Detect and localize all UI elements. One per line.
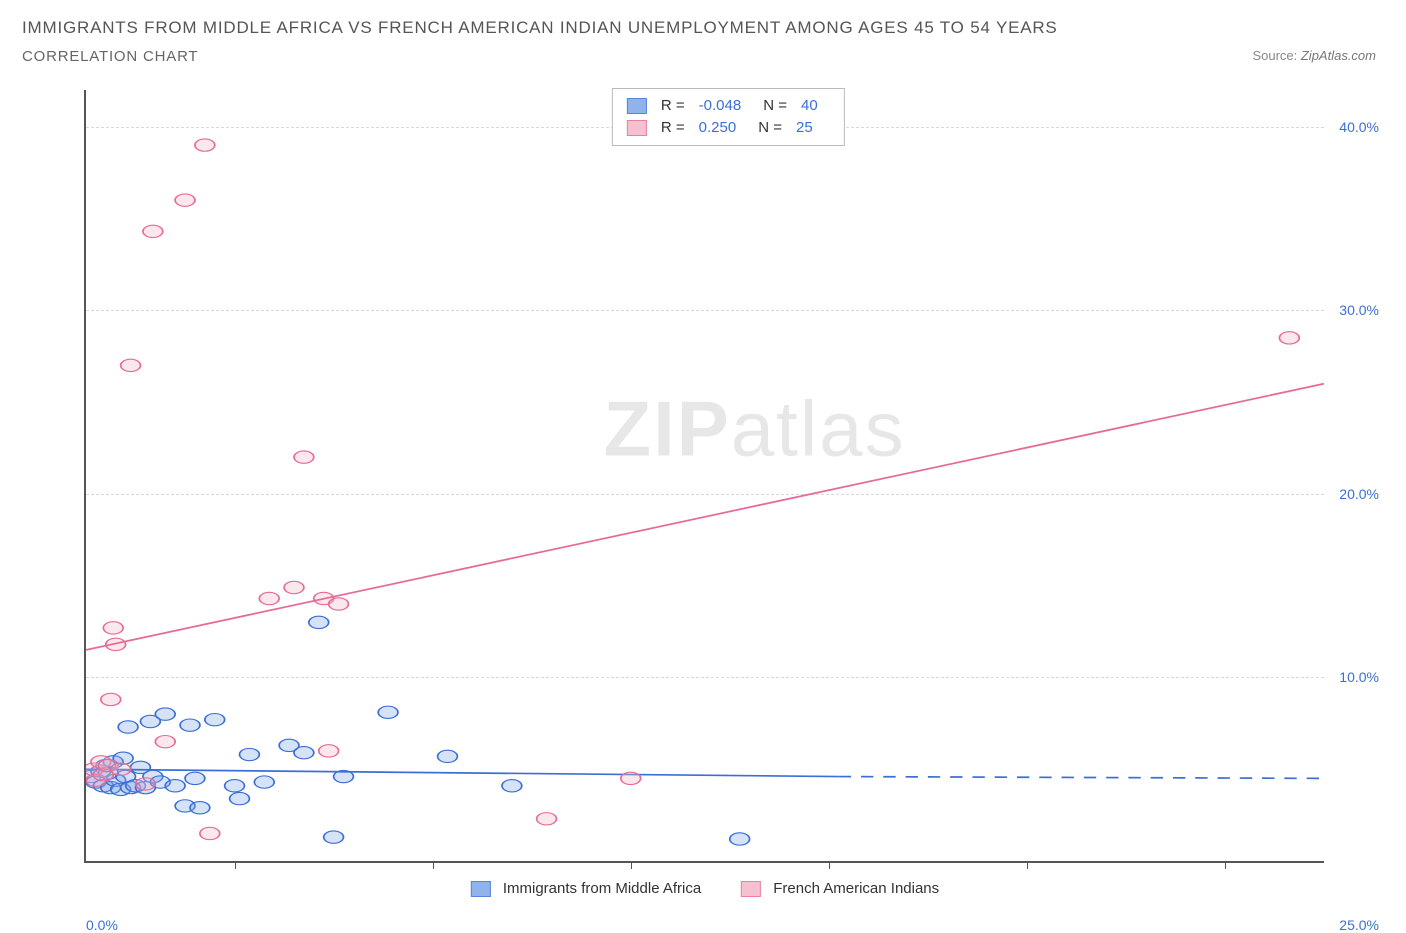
legend-r-label-1: R =	[661, 117, 685, 139]
scatter-point	[155, 708, 175, 720]
x-tick-mark	[631, 861, 632, 869]
x-tick-mark	[1027, 861, 1028, 869]
legend-n-value-0: 40	[801, 95, 818, 117]
legend-series: Immigrants from Middle Africa French Ame…	[471, 880, 939, 897]
y-tick-label: 20.0%	[1339, 486, 1379, 502]
legend-series-swatch-0	[471, 881, 491, 897]
scatter-point	[1279, 332, 1299, 344]
source-prefix: Source:	[1252, 48, 1300, 63]
legend-n-label-0: N =	[763, 95, 787, 117]
scatter-point	[103, 622, 123, 634]
scatter-point	[309, 616, 329, 628]
scatter-point	[155, 736, 175, 748]
scatter-point	[111, 763, 131, 775]
trend-line	[86, 384, 1324, 650]
scatter-point	[143, 225, 163, 237]
x-tick-mark	[433, 861, 434, 869]
title-line-2: CORRELATION CHART	[22, 48, 1384, 65]
legend-series-label-0: Immigrants from Middle Africa	[503, 880, 701, 897]
legend-correlation: R = -0.048 N = 40 R = 0.250 N = 25	[612, 88, 845, 146]
y-tick-label: 30.0%	[1339, 302, 1379, 318]
scatter-point	[730, 833, 750, 845]
legend-r-value-0: -0.048	[699, 95, 742, 117]
legend-series-item-0: Immigrants from Middle Africa	[471, 880, 701, 897]
legend-r-value-1: 0.250	[699, 117, 737, 139]
plot-svg	[86, 90, 1324, 861]
scatter-point	[621, 772, 641, 784]
scatter-point	[254, 776, 274, 788]
scatter-point	[230, 792, 250, 804]
legend-row-0: R = -0.048 N = 40	[627, 95, 830, 117]
x-tick-mark	[235, 861, 236, 869]
legend-n-label-1: N =	[758, 117, 782, 139]
scatter-point	[438, 750, 458, 762]
scatter-point	[205, 713, 225, 725]
scatter-point	[101, 693, 121, 705]
y-tick-label: 10.0%	[1339, 669, 1379, 685]
legend-n-value-1: 25	[796, 117, 813, 139]
scatter-point	[121, 359, 141, 371]
legend-swatch-0	[627, 98, 647, 114]
chart-header: IMMIGRANTS FROM MIDDLE AFRICA VS FRENCH …	[22, 18, 1384, 65]
legend-row-1: R = 0.250 N = 25	[627, 117, 830, 139]
x-tick-label: 0.0%	[86, 917, 118, 933]
scatter-point	[118, 721, 138, 733]
source-attribution: Source: ZipAtlas.com	[1252, 48, 1376, 63]
scatter-point	[294, 747, 314, 759]
scatter-point	[240, 748, 260, 760]
scatter-point	[502, 780, 522, 792]
legend-series-item-1: French American Indians	[741, 880, 939, 897]
x-tick-label: 25.0%	[1339, 917, 1379, 933]
scatter-point	[284, 581, 304, 593]
legend-series-label-1: French American Indians	[773, 880, 939, 897]
scatter-point	[378, 706, 398, 718]
scatter-point	[329, 598, 349, 610]
scatter-point	[537, 813, 557, 825]
source-name: ZipAtlas.com	[1301, 48, 1376, 63]
x-tick-mark	[1225, 861, 1226, 869]
scatter-point	[195, 139, 215, 151]
chart-container: Unemployment Among Ages 45 to 54 years Z…	[22, 90, 1384, 908]
plot-area: ZIPatlas R = -0.048 N = 40 R = 0.250 N =…	[84, 90, 1324, 863]
trend-line-extension	[839, 777, 1324, 779]
scatter-point	[324, 831, 344, 843]
title-line-1: IMMIGRANTS FROM MIDDLE AFRICA VS FRENCH …	[22, 18, 1384, 38]
scatter-point	[180, 719, 200, 731]
scatter-point	[200, 827, 220, 839]
scatter-point	[175, 194, 195, 206]
scatter-point	[136, 778, 156, 790]
scatter-point	[190, 802, 210, 814]
scatter-point	[259, 592, 279, 604]
scatter-point	[185, 772, 205, 784]
scatter-point	[225, 780, 245, 792]
y-tick-label: 40.0%	[1339, 119, 1379, 135]
scatter-point	[319, 745, 339, 757]
scatter-point	[165, 780, 185, 792]
x-tick-mark	[829, 861, 830, 869]
legend-swatch-1	[627, 120, 647, 136]
scatter-point	[294, 451, 314, 463]
legend-r-label-0: R =	[661, 95, 685, 117]
legend-series-swatch-1	[741, 881, 761, 897]
